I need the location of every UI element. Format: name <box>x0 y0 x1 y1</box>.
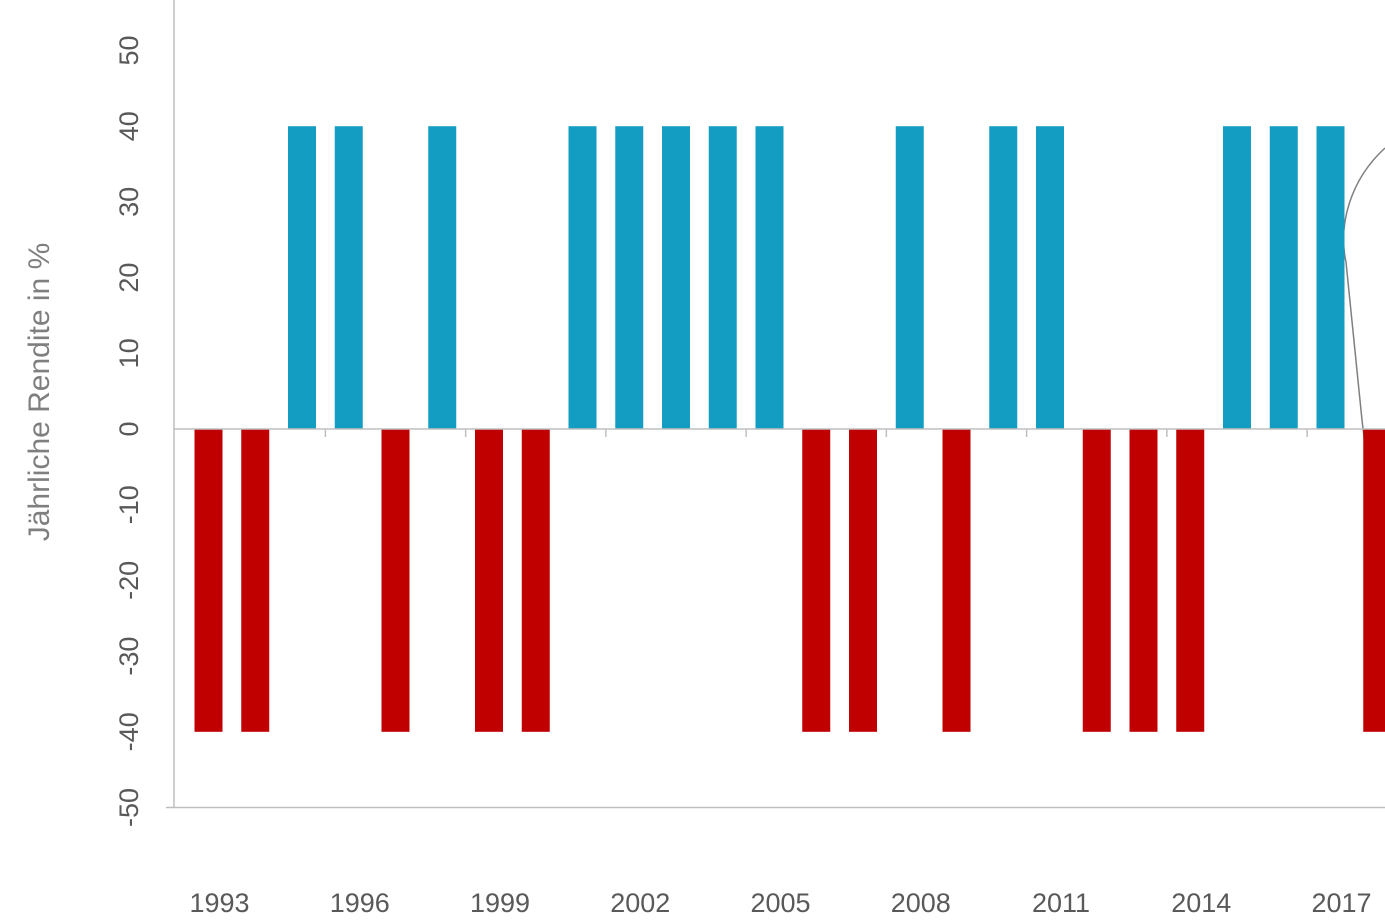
bar-2011 <box>1036 126 1064 429</box>
bar-2003 <box>662 126 690 429</box>
bar-1999 <box>475 429 503 732</box>
bar-2013 <box>1129 429 1158 732</box>
bars-group <box>194 126 1385 732</box>
bar-2015 <box>1223 126 1251 429</box>
x-tick-label: 1993 <box>189 888 249 918</box>
y-tick-label: -30 <box>114 637 144 676</box>
bar-2014 <box>1176 429 1205 732</box>
callout-annotation <box>1342 147 1385 613</box>
bar-2007 <box>849 429 877 732</box>
bar-1994 <box>241 429 270 732</box>
x-tick-label: 2002 <box>610 888 670 918</box>
y-tick-label: 10 <box>114 338 144 368</box>
x-tick-label: 2017 <box>1311 888 1371 918</box>
y-tick-label: 0 <box>114 421 144 436</box>
y-tick-label: 20 <box>114 263 144 293</box>
y-tick-labels: -50 -40 -30 -20 -10 0 10 20 30 40 50 <box>114 35 144 827</box>
bar-2017 <box>1316 126 1345 429</box>
y-axis-title: Jährliche Rendite in % <box>23 243 56 542</box>
y-tick-label: 30 <box>114 187 144 217</box>
x-tick-label: 1999 <box>470 888 530 918</box>
bar-2001 <box>568 126 597 429</box>
x-tick-label: 2005 <box>750 888 810 918</box>
bar-2000 <box>521 429 550 732</box>
bar-1997 <box>381 429 410 732</box>
x-tick-label: 2011 <box>1032 888 1090 918</box>
bar-2009 <box>942 429 971 732</box>
y-tick-label: -50 <box>114 788 144 827</box>
y-tick-label: -20 <box>114 561 144 600</box>
bar-2004 <box>708 126 737 429</box>
bar-2008 <box>895 126 924 429</box>
bar-1998 <box>428 126 457 429</box>
bar-2005 <box>755 126 784 429</box>
bar-1995 <box>288 126 316 429</box>
x-tick-labels: 1993 1996 1999 2002 2005 2008 2011 2014 2017 <box>189 888 1371 918</box>
x-tick-label: 2014 <box>1171 888 1231 918</box>
y-tick-label: 40 <box>114 111 144 141</box>
bar-1996 <box>334 126 363 429</box>
bar-2006 <box>802 429 831 732</box>
callout-pointer <box>1342 147 1385 613</box>
x-tick-label: 1996 <box>330 888 390 918</box>
bar-2012 <box>1082 429 1111 732</box>
bar-2016 <box>1269 126 1298 429</box>
bar-1993 <box>194 429 223 732</box>
bar-2002 <box>615 126 644 429</box>
axes-group <box>166 0 1385 809</box>
bar-2018 <box>1363 429 1385 732</box>
y-tick-label: -40 <box>114 712 144 751</box>
y-tick-label: 50 <box>114 35 144 65</box>
bar-2010 <box>989 126 1018 429</box>
y-tick-label: -10 <box>114 485 144 524</box>
x-tick-label: 2008 <box>891 888 951 918</box>
